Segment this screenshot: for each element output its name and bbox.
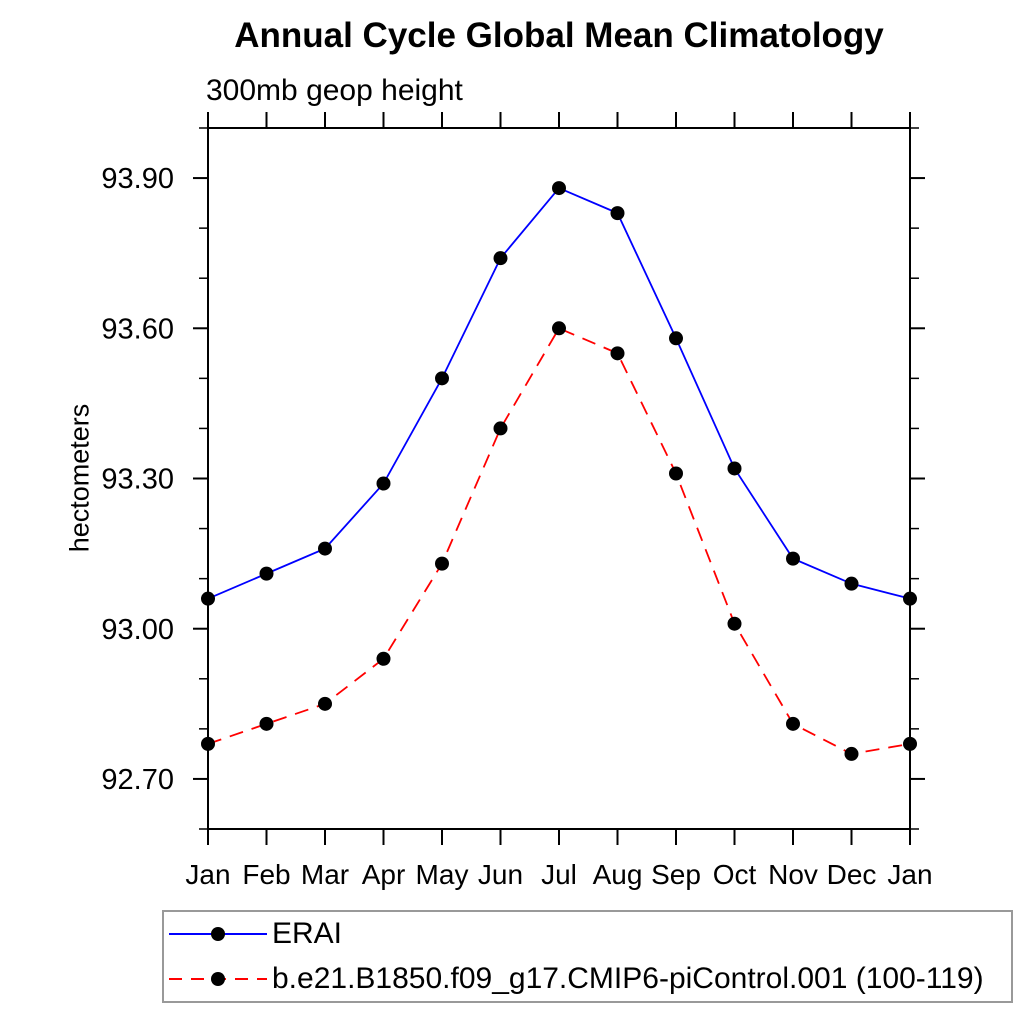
data-point-model-dec [844,746,859,761]
legend-item-erai: ERAI [164,915,1011,953]
data-point-model-jan [903,736,917,751]
data-point-model-jan [201,736,215,751]
data-point-model-mar [318,696,332,711]
y-tick-label: 93.30 [101,464,174,496]
x-tick-label: Nov [768,859,818,890]
x-tick-label: Mar [301,859,349,890]
legend-item-model: b.e21.B1850.f09_g17.CMIP6-piControl.001 … [164,960,1011,998]
data-point-model-nov [786,716,800,731]
data-point-model-sep [669,466,683,481]
data-point-erai-aug [610,206,625,221]
series-line-erai [207,186,911,600]
data-point-erai-jul [552,181,566,196]
data-point-model-jul [552,321,566,336]
data-point-erai-jan [903,591,917,606]
axis-frame [207,127,911,830]
x-tick-label: Apr [362,859,406,890]
data-point-model-oct [727,616,742,631]
series-line-model [207,327,911,755]
y-tick-label: 93.90 [101,163,174,195]
x-tick-label: Jan [185,859,230,890]
data-point-erai-may [435,371,449,386]
data-point-erai-jan [201,591,215,606]
x-tick-label: Jun [478,859,523,890]
legend-label-model: b.e21.B1850.f09_g17.CMIP6-piControl.001 … [272,961,984,995]
x-tick-label: Aug [593,859,643,890]
chart-title: Annual Cycle Global Mean Climatology [234,16,884,55]
data-point-erai-dec [844,576,859,591]
data-point-erai-mar [318,541,332,556]
data-point-model-feb [259,716,274,731]
data-point-erai-feb [259,566,274,581]
legend-box: ERAI b.e21.B1850.f09_g17.CMIP6-piControl… [162,910,1013,1003]
data-point-model-apr [376,651,391,666]
x-tick-label: Feb [242,859,290,890]
data-point-model-jun [493,421,508,436]
y-tick-label: 93.00 [101,614,174,646]
x-tick-label: Sep [651,859,701,890]
data-point-model-aug [610,346,625,361]
x-tick-label: Jul [541,859,577,890]
erai-line-sample-icon [169,927,267,942]
chart-subtitle: 300mb geop height [206,74,463,107]
data-point-erai-oct [727,461,742,476]
data-point-erai-sep [669,331,683,346]
x-tick-label: Oct [713,859,757,890]
data-point-erai-apr [376,476,391,491]
data-point-model-may [435,556,449,571]
y-tick-label: 92.70 [101,764,174,796]
data-point-erai-jun [493,251,508,266]
x-tick-label: Dec [827,859,877,890]
y-tick-label: 93.60 [101,313,174,345]
model-line-sample-icon [169,971,267,986]
x-tick-label: May [416,859,469,890]
legend-label-erai: ERAI [272,917,343,951]
x-tick-label: Jan [887,859,932,890]
data-point-erai-nov [786,551,800,566]
